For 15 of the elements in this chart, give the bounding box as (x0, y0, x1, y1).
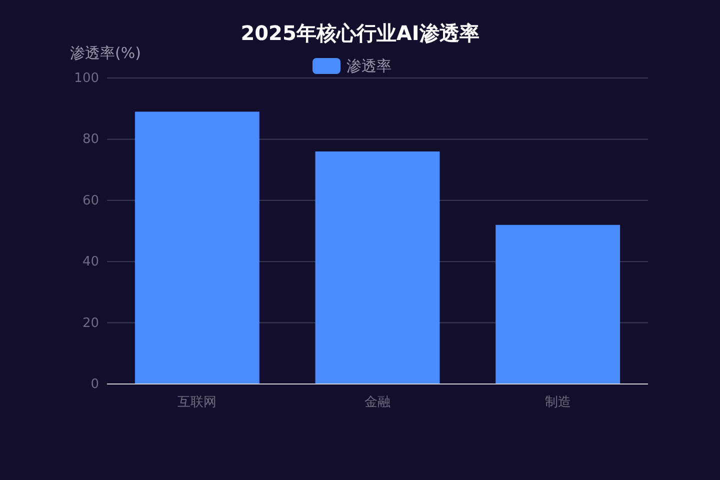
x-tick-label: 互联网 (178, 395, 217, 410)
x-tick-label: 金融 (364, 395, 390, 410)
x-tick-label: 制造 (544, 395, 571, 410)
y-tick-label: 20 (82, 316, 99, 331)
y-axis-title: 渗透率(%) (70, 44, 141, 62)
bar (496, 224, 620, 384)
y-tick-label: 100 (74, 71, 99, 86)
legend-label: 渗透率 (346, 57, 392, 75)
y-tick-label: 60 (82, 193, 99, 208)
bar (134, 112, 260, 384)
y-tick-label: 0 (90, 377, 99, 392)
bar (315, 151, 440, 384)
chart-title: 2025年核心行业AI渗透率 (240, 21, 480, 45)
y-tick-label: 80 (82, 132, 99, 148)
y-tick-label: 40 (82, 254, 99, 270)
